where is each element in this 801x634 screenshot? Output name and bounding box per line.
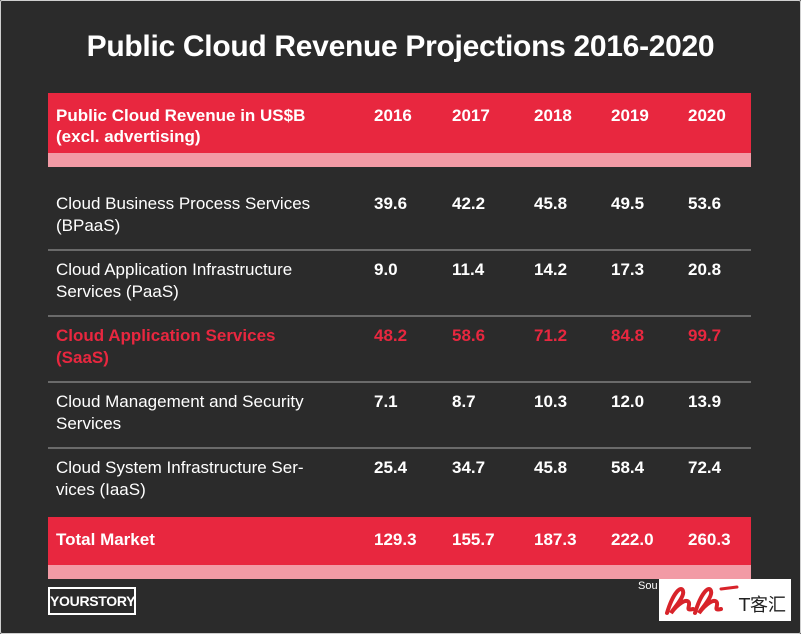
cell-value: 20.8	[688, 260, 722, 279]
row-name-line2: Services	[56, 414, 122, 433]
row-name-line2: vices (IaaS)	[56, 480, 146, 499]
row-name: Cloud Management and Security Services	[56, 391, 341, 435]
cell-value: 14.2	[534, 260, 568, 279]
watermark-logo-icon: T客汇	[665, 585, 786, 616]
cell-value: 11.4	[452, 260, 485, 279]
row-name: Cloud System Infrastructure Ser- vices (…	[56, 457, 341, 501]
cell-value: 58.6	[452, 326, 486, 345]
cell-value: 42.2	[452, 194, 486, 213]
total-value: 155.7	[452, 530, 495, 549]
table-row-management-security: Cloud Management and Security Services 7…	[48, 383, 751, 449]
cell-value: 45.8	[534, 194, 568, 213]
cell-value: 53.6	[688, 194, 722, 213]
table-row-iaas: Cloud System Infrastructure Ser- vices (…	[48, 449, 751, 513]
total-accent-bar	[48, 565, 751, 579]
header-label: Public Cloud Revenue in US$B (excl. adve…	[56, 105, 346, 147]
brand-logo: YOURSTORY	[48, 587, 136, 615]
row-name-line2: (SaaS)	[56, 348, 109, 367]
cell-value: 39.6	[374, 194, 408, 213]
total-value: 260.3	[688, 530, 731, 549]
cell-value: 12.0	[611, 392, 645, 411]
header-label-line2: (excl. advertising)	[56, 127, 201, 146]
cell-value: 99.7	[688, 326, 722, 345]
header-accent-bar	[48, 153, 751, 167]
cell-value: 34.7	[452, 458, 486, 477]
header-label-line1: Public Cloud Revenue in US$B	[56, 106, 306, 125]
chart-title: Public Cloud Revenue Projections 2016-20…	[86, 30, 715, 63]
cell-value: 48.2	[374, 326, 408, 345]
row-name-line2: (BPaaS)	[56, 216, 121, 235]
cell-value: 17.3	[611, 260, 645, 279]
row-name-line1: Cloud Application Services	[56, 326, 276, 345]
row-name-line1: Cloud Application Infrastructure	[56, 260, 293, 279]
svg-text:T客汇: T客汇	[738, 595, 786, 616]
table-header: Public Cloud Revenue in US$B (excl. adve…	[48, 93, 751, 153]
source-note: Sou	[638, 580, 658, 592]
row-name-line1: Cloud Management and Security	[56, 392, 304, 411]
total-label: Total Market	[56, 530, 155, 549]
cell-value: 45.8	[534, 458, 568, 477]
cell-value: 7.1	[374, 392, 398, 411]
cell-value: 10.3	[534, 392, 568, 411]
year-header-2019: 2019	[611, 106, 649, 125]
cell-value: 49.5	[611, 194, 645, 213]
table-row-saas: Cloud Application Services (SaaS) 48.2 5…	[48, 317, 751, 383]
row-name-line1: Cloud Business Process Services	[56, 194, 311, 213]
row-name-line1: Cloud System Infrastructure Ser-	[56, 458, 304, 477]
cell-value: 84.8	[611, 326, 645, 345]
revenue-table: Public Cloud Revenue in US$B (excl. adve…	[48, 93, 751, 579]
year-header-2017: 2017	[452, 106, 490, 125]
cell-value: 71.2	[534, 326, 568, 345]
row-name: Cloud Application Services (SaaS)	[56, 325, 341, 369]
watermark-logo: T客汇	[659, 579, 791, 621]
cell-value: 72.4	[688, 458, 722, 477]
year-header-2018: 2018	[534, 106, 572, 125]
cell-value: 58.4	[611, 458, 645, 477]
cell-value: 25.4	[374, 458, 408, 477]
cell-value: 9.0	[374, 260, 398, 279]
total-value: 222.0	[611, 530, 654, 549]
cell-value: 8.7	[452, 392, 476, 411]
table-row-total: Total Market 129.3 155.7 187.3 222.0 260…	[48, 517, 751, 565]
total-value: 129.3	[374, 530, 417, 549]
table-row-paas: Cloud Application Infrastructure Service…	[48, 251, 751, 317]
total-value: 187.3	[534, 530, 577, 549]
row-name: Cloud Business Process Services (BPaaS)	[56, 193, 341, 237]
year-header-2016: 2016	[374, 106, 412, 125]
row-name: Cloud Application Infrastructure Service…	[56, 259, 341, 303]
row-name-line2: Services (PaaS)	[56, 282, 179, 301]
cell-value: 13.9	[688, 392, 722, 411]
year-header-2020: 2020	[688, 106, 726, 125]
table-row-bpaas: Cloud Business Process Services (BPaaS) …	[48, 185, 751, 251]
